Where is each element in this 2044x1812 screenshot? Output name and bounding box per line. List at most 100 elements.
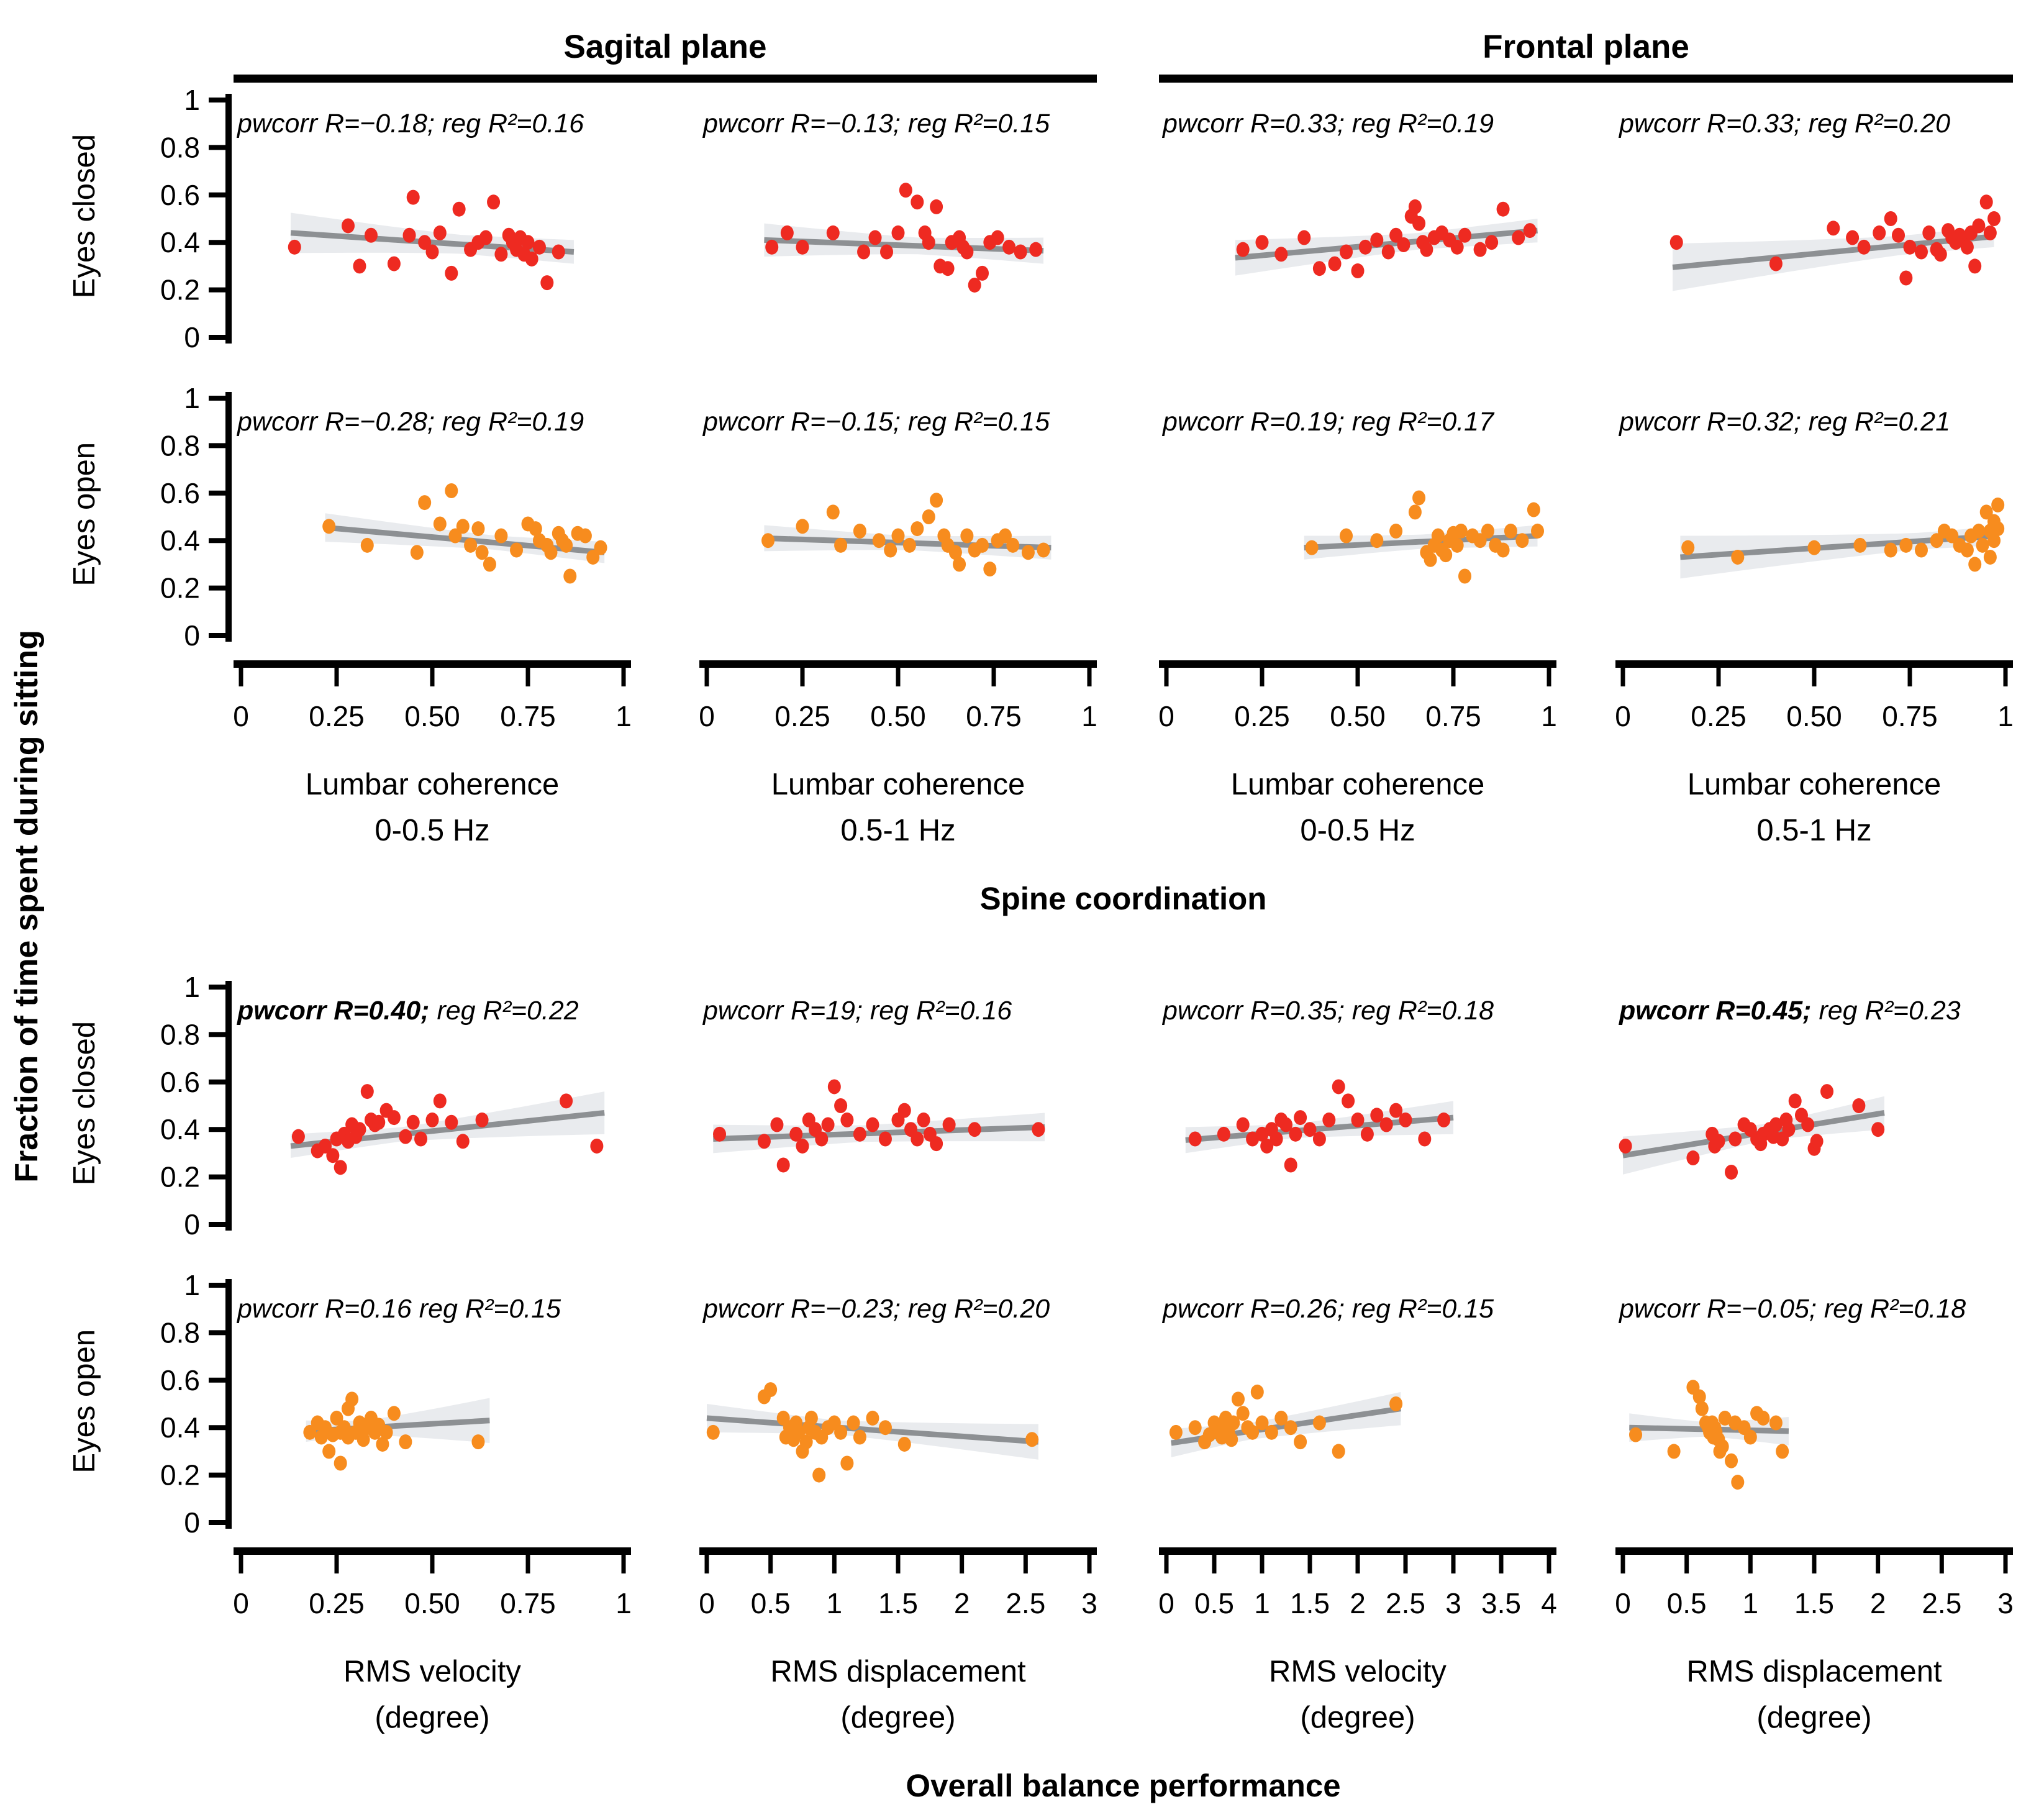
reg-text: reg R²=0.17 [1351, 407, 1494, 437]
svg-text:0: 0 [1159, 1587, 1174, 1619]
svg-text:0.25: 0.25 [1691, 700, 1746, 732]
pwcorr-text: pwcorr R=−0.15; [703, 407, 901, 437]
scatter-plot [1169, 1384, 1403, 1459]
svg-text:1.5: 1.5 [878, 1587, 918, 1619]
pwcorr-text: pwcorr R=0.40; [237, 996, 430, 1026]
svg-text:1: 1 [1743, 1587, 1759, 1619]
reg-text: reg R²=0.15 [907, 109, 1050, 139]
subplot-eyes-closed-frontal-rms-velocity: pwcorr R=0.35; reg R²=0.18 [1159, 970, 1556, 1237]
group-header-text: Sagital plane [563, 29, 767, 65]
svg-text:0: 0 [699, 1587, 715, 1619]
reg-text: reg R²=0.19 [1351, 109, 1494, 139]
x-axis-title: Lumbar coherence 0-0.5 Hz [234, 741, 631, 872]
svg-text:4: 4 [1541, 1587, 1556, 1619]
x-axis-title: Lumbar coherence 0.5-1 Hz [1615, 741, 2013, 872]
x-axis-title-line2: 0.5-1 Hz [840, 813, 956, 847]
subplot-eyes-open-frontal-rms-velocity: pwcorr R=0.26; reg R²=0.15 [1159, 1268, 1556, 1535]
x-axis: 0 0.25 0.50 0.75 1 [234, 1547, 631, 1619]
svg-text:0.75: 0.75 [500, 700, 556, 732]
section-overall-balance-performance: Eyes closed 1 0.8 0.6 0.4 0.2 0 pwcorr R=0.40… [0, 970, 2044, 1808]
subplot-eyes-closed-frontal-coherence-05-1hz: pwcorr R=0.33; reg R²=0.20 [1615, 83, 2013, 350]
svg-text:0: 0 [184, 1208, 200, 1237]
svg-text:0.50: 0.50 [404, 1587, 460, 1619]
subplot-eyes-closed-sagital-coherence-05-1hz: pwcorr R=−0.13; reg R²=0.15 [699, 83, 1097, 350]
svg-text:0: 0 [234, 700, 249, 732]
svg-text:0.6: 0.6 [160, 477, 200, 509]
x-axis: 0 0.5 1 1.5 2 2.5 3 [1615, 1547, 2013, 1619]
reg-text: reg R²=0.15 [419, 1294, 561, 1324]
stats-annotation: pwcorr R=0.45; reg R²=0.23 [1619, 996, 1961, 1026]
subplot-eyes-closed-sagital-rms-velocity: pwcorr R=0.40; reg R²=0.22 [234, 970, 631, 1237]
subplot-eyes-open-sagital-rms-displacement: pwcorr R=−0.23; reg R²=0.20 [699, 1268, 1097, 1535]
svg-text:0.6: 0.6 [160, 1066, 200, 1098]
stats-annotation: pwcorr R=0.35; reg R²=0.18 [1163, 996, 1494, 1026]
stats-annotation: pwcorr R=−0.13; reg R²=0.15 [703, 109, 1050, 139]
svg-text:1: 1 [1997, 700, 2013, 732]
scatter-plot [1619, 1084, 1885, 1180]
svg-text:0.5: 0.5 [751, 1587, 791, 1619]
svg-text:0.25: 0.25 [309, 700, 365, 732]
scatter-plot [290, 1084, 605, 1175]
subplot-eyes-closed-sagital-coherence-0-05hz: pwcorr R=−0.18; reg R²=0.16 [234, 83, 631, 350]
svg-text:1: 1 [1254, 1587, 1270, 1619]
svg-text:1: 1 [184, 971, 200, 1003]
y-axis: 1 0.8 0.6 0.4 0.2 0 [160, 1269, 232, 1535]
row-label-text: Eyes open [68, 442, 101, 586]
svg-text:2: 2 [1350, 1587, 1366, 1619]
svg-text:3: 3 [1997, 1587, 2013, 1619]
x-axis-title: RMS velocity (degree) [1159, 1628, 1556, 1759]
subplot-eyes-open-frontal-coherence-0-05hz: pwcorr R=0.19; reg R²=0.17 [1159, 381, 1556, 648]
x-axis-title-line2: (degree) [375, 1700, 490, 1734]
svg-text:0.8: 0.8 [160, 1316, 200, 1349]
svg-text:2: 2 [1870, 1587, 1886, 1619]
stats-annotation: pwcorr R=0.33; reg R²=0.20 [1619, 109, 1950, 139]
row-label-text: Eyes open [68, 1329, 101, 1473]
reg-text: reg R²=0.19 [442, 407, 584, 437]
svg-text:1: 1 [1541, 700, 1556, 732]
x-axis-title-line1: RMS displacement [770, 1655, 1026, 1688]
reg-text: reg R²=0.20 [1808, 109, 1951, 139]
reg-text: reg R²=0.20 [907, 1294, 1050, 1324]
reg-text: reg R²=0.23 [1819, 996, 1961, 1026]
svg-text:0.25: 0.25 [1234, 700, 1290, 732]
pwcorr-text: pwcorr R=0.16 [237, 1294, 412, 1324]
x-axis: 0 0.25 0.50 0.75 1 [234, 660, 631, 732]
reg-text: reg R²=0.18 [1824, 1294, 1966, 1324]
reg-text: reg R²=0.22 [437, 996, 579, 1026]
x-axis-title-line1: Lumbar coherence [771, 768, 1025, 801]
x-axis-title: RMS displacement (degree) [1615, 1628, 2013, 1759]
svg-text:0.4: 0.4 [160, 226, 200, 258]
scatter-plot [1669, 194, 2001, 291]
stats-annotation: pwcorr R=−0.05; reg R²=0.18 [1619, 1294, 1966, 1324]
svg-text:0.8: 0.8 [160, 429, 200, 462]
svg-text:1: 1 [827, 1587, 843, 1619]
main-y-axis-label: Fraction of time spent during sitting [0, 0, 53, 1812]
svg-text:1: 1 [184, 1269, 200, 1301]
section-title-overall-balance-performance: Overall balance performance [906, 1768, 1341, 1803]
x-axis-title-line1: RMS velocity [1269, 1655, 1447, 1688]
svg-text:0.5: 0.5 [1667, 1587, 1707, 1619]
svg-text:0.75: 0.75 [1425, 700, 1481, 732]
reg-text: reg R²=0.18 [1351, 996, 1494, 1026]
pwcorr-text: pwcorr R=−0.28; [237, 407, 435, 437]
stats-annotation: pwcorr R=0.33; reg R²=0.19 [1163, 109, 1494, 139]
svg-text:0: 0 [184, 619, 200, 648]
x-axis-title: Lumbar coherence 0-0.5 Hz [1159, 741, 1556, 872]
svg-text:0.50: 0.50 [1330, 700, 1386, 732]
x-axis-title-line2: (degree) [840, 1700, 956, 1734]
svg-text:0: 0 [1615, 700, 1631, 732]
pwcorr-text: pwcorr R=19; [703, 996, 863, 1026]
scatter-plot [713, 1079, 1045, 1173]
stats-annotation: pwcorr R=0.32; reg R²=0.21 [1619, 407, 1950, 437]
scatter-plot [322, 483, 607, 584]
x-axis: 0 0.25 0.50 0.75 1 [1615, 660, 2013, 732]
group-header-text: Frontal plane [1483, 29, 1689, 65]
svg-text:0.75: 0.75 [500, 1587, 556, 1619]
row-label-eyes-closed: Eyes closed [53, 970, 116, 1237]
main-y-axis-label-text: Fraction of time spent during sitting [9, 629, 45, 1183]
row-label-eyes-open: Eyes open [53, 1268, 116, 1535]
svg-text:0: 0 [699, 700, 715, 732]
svg-text:2.5: 2.5 [1006, 1587, 1045, 1619]
svg-text:0.50: 0.50 [1786, 700, 1842, 732]
